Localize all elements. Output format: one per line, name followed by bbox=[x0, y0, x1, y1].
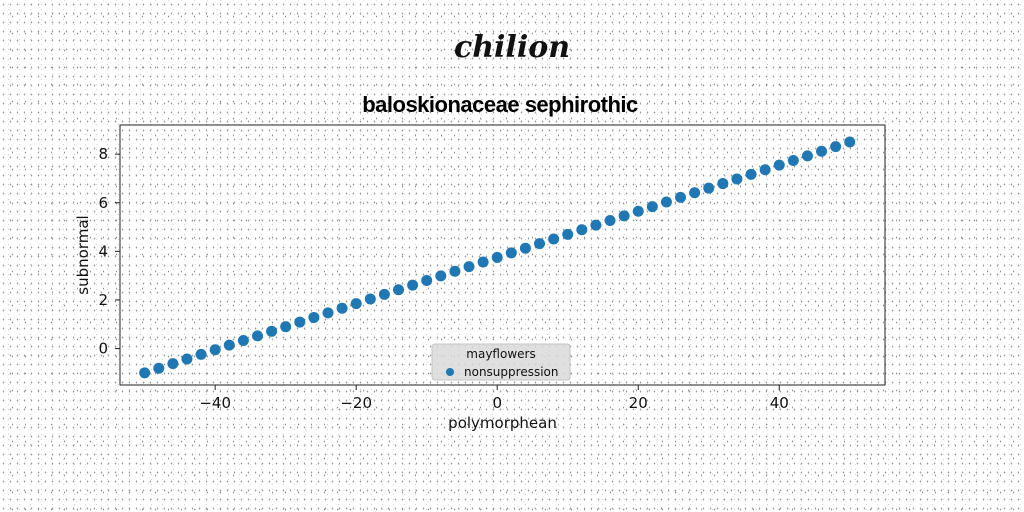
x-tick-label: 40 bbox=[770, 394, 789, 412]
y-tick-label: 0 bbox=[98, 340, 108, 358]
data-point bbox=[519, 242, 531, 254]
x-tick-label: −40 bbox=[199, 394, 231, 412]
data-point bbox=[435, 270, 447, 282]
x-tick-label: 0 bbox=[492, 394, 502, 412]
data-point bbox=[505, 247, 517, 259]
data-point bbox=[181, 353, 193, 365]
legend-box bbox=[431, 343, 571, 381]
x-tick-label: −20 bbox=[340, 394, 372, 412]
data-point bbox=[801, 150, 813, 162]
data-point bbox=[745, 168, 757, 180]
data-point bbox=[407, 279, 419, 291]
data-point bbox=[463, 261, 475, 273]
data-point bbox=[251, 330, 263, 342]
data-point bbox=[280, 321, 292, 333]
figure-title: chilion bbox=[453, 30, 571, 65]
data-point bbox=[378, 288, 390, 300]
data-point bbox=[562, 228, 574, 240]
data-point bbox=[491, 251, 503, 263]
legend-marker bbox=[446, 368, 454, 376]
data-point bbox=[816, 145, 828, 157]
legend-title: mayflowers bbox=[466, 347, 535, 361]
data-point bbox=[604, 214, 616, 226]
data-point bbox=[548, 233, 560, 245]
x-axis-label: polymorphean bbox=[448, 414, 557, 432]
data-point bbox=[830, 141, 842, 153]
data-point bbox=[773, 159, 785, 171]
data-point bbox=[364, 293, 376, 305]
data-point bbox=[209, 344, 221, 356]
data-point bbox=[223, 339, 235, 351]
data-point bbox=[477, 256, 489, 268]
plot-area: −40 −20 0 20 40 0 2 4 6 8 polymorphean subnormal may… bbox=[74, 124, 886, 432]
data-point bbox=[167, 358, 179, 370]
y-tick-label: 6 bbox=[98, 194, 108, 212]
data-point bbox=[266, 325, 278, 337]
plot-frame bbox=[119, 124, 886, 386]
data-point bbox=[646, 201, 658, 213]
data-point bbox=[731, 173, 743, 185]
data-point bbox=[195, 348, 207, 360]
chart-title: baloskionaceae sephirothic bbox=[362, 92, 638, 117]
legend-entry: nonsuppression bbox=[464, 365, 558, 379]
data-point bbox=[618, 210, 630, 222]
data-point bbox=[393, 284, 405, 296]
data-point bbox=[308, 311, 320, 323]
data-point bbox=[350, 298, 362, 310]
data-point bbox=[322, 307, 334, 319]
data-point bbox=[675, 191, 687, 203]
data-point bbox=[703, 182, 715, 194]
data-point bbox=[787, 154, 799, 166]
data-point bbox=[139, 367, 151, 379]
data-point bbox=[660, 196, 672, 208]
data-point bbox=[632, 205, 644, 217]
data-point bbox=[153, 362, 165, 374]
data-point bbox=[576, 224, 588, 236]
data-point bbox=[534, 238, 546, 250]
y-tick-label: 4 bbox=[98, 242, 108, 260]
x-tick-label: 20 bbox=[629, 394, 648, 412]
data-point bbox=[449, 265, 461, 277]
data-point bbox=[336, 302, 348, 314]
data-point bbox=[421, 275, 433, 287]
data-point bbox=[294, 316, 306, 328]
data-point bbox=[689, 187, 701, 199]
y-tick-label: 2 bbox=[98, 291, 108, 309]
data-point bbox=[717, 178, 729, 190]
data-point bbox=[844, 136, 856, 148]
data-point bbox=[590, 219, 602, 231]
y-tick-label: 8 bbox=[98, 145, 108, 163]
data-point bbox=[237, 335, 249, 347]
y-axis-label: subnormal bbox=[74, 215, 92, 294]
data-point bbox=[759, 164, 771, 176]
